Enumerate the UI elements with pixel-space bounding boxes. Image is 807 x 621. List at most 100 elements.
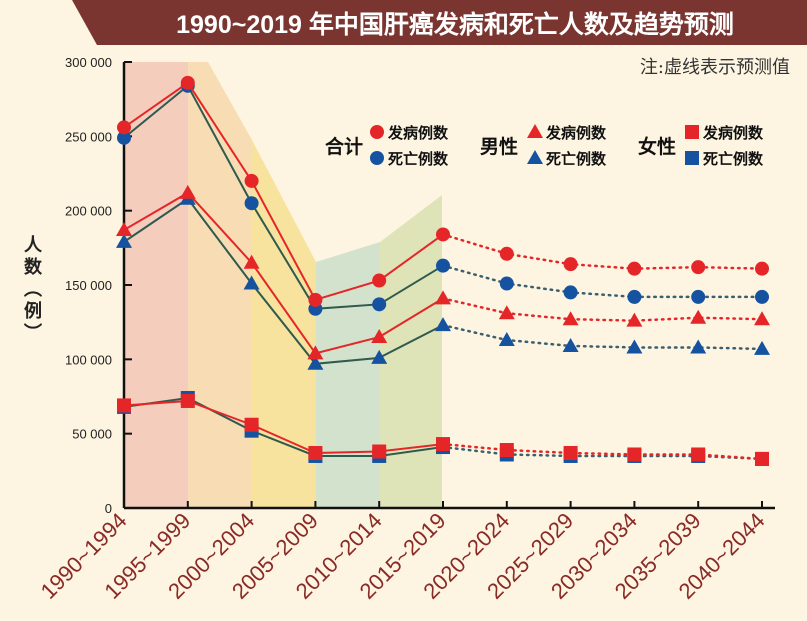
data-point (562, 311, 579, 326)
series-triangle-incidence (116, 184, 770, 360)
data-point (243, 275, 260, 290)
legend-death-label: 死亡例数 (703, 150, 764, 168)
data-point (308, 292, 323, 307)
legend-group-label: 男性 (480, 135, 518, 158)
legend-death-label: 死亡例数 (388, 150, 449, 168)
y-tick-label: 300 000 (65, 55, 112, 70)
data-point (498, 305, 515, 320)
data-point (116, 221, 132, 236)
data-point (371, 349, 388, 364)
data-point (691, 260, 706, 275)
data-point (117, 130, 131, 145)
data-point (307, 345, 324, 360)
data-point (372, 273, 387, 288)
data-point (117, 120, 131, 135)
period-band-3 (316, 242, 380, 508)
chart-title: 1990~2019 年中国肝癌发病和死亡人数及趋势预测 (176, 10, 734, 39)
note-text: 注:虚线表示预测值 (640, 57, 790, 78)
series-square-incidence (117, 393, 769, 466)
data-point (308, 445, 323, 460)
data-point (435, 317, 451, 332)
data-point (562, 337, 579, 352)
data-point (754, 340, 770, 355)
series-line-solid (123, 191, 444, 355)
data-point (244, 173, 259, 188)
data-point (372, 444, 387, 459)
data-point (627, 261, 642, 276)
data-point (436, 258, 450, 273)
y-tick-label: 50 000 (72, 427, 112, 442)
legend-incidence-label: 发病例数 (387, 124, 449, 142)
data-point (690, 339, 707, 354)
series-line-dotted (441, 445, 764, 461)
series-line-dotted (441, 297, 764, 322)
series-line-solid (123, 84, 444, 310)
data-point (690, 309, 707, 324)
legend-incidence-label: 发病例数 (545, 124, 607, 142)
series-circle-death (117, 78, 769, 316)
data-point (691, 447, 706, 462)
series-line-dotted (441, 323, 764, 351)
legend-marker-incidence (527, 124, 543, 138)
legend-incidence-label: 发病例数 (702, 124, 764, 142)
data-point (180, 393, 195, 408)
legend-marker-incidence (685, 125, 699, 139)
data-point (627, 289, 642, 304)
data-point (627, 447, 642, 462)
data-point (243, 254, 260, 269)
period-band-0 (124, 62, 188, 508)
data-point (754, 311, 770, 326)
data-point (435, 290, 451, 305)
series-line-dotted (441, 442, 764, 461)
title-banner (72, 0, 807, 45)
data-point (755, 261, 769, 276)
series-line-solid (123, 81, 444, 302)
data-point (372, 297, 387, 312)
data-point (499, 276, 514, 291)
data-point (626, 312, 643, 327)
y-tick-label: 150 000 (65, 278, 112, 293)
data-point (563, 285, 578, 300)
period-band-4 (380, 195, 442, 508)
legend-group-label: 女性 (638, 135, 676, 158)
y-tick-label: 100 000 (65, 352, 112, 367)
y-tick-label: 0 (105, 501, 112, 516)
data-point (116, 233, 132, 248)
data-point (244, 417, 259, 432)
legend-marker-incidence (370, 125, 384, 139)
series-line-solid (123, 399, 444, 454)
series-circle-incidence (117, 75, 769, 307)
data-point (755, 289, 769, 304)
legend-marker-death (527, 150, 543, 164)
series-line-solid (123, 197, 444, 365)
data-point (179, 184, 196, 199)
data-point (371, 329, 388, 344)
data-point (563, 257, 578, 272)
legend-marker-death (370, 151, 384, 165)
data-point (691, 289, 706, 304)
series-line-dotted (441, 233, 764, 270)
legend-death-label: 死亡例数 (546, 150, 607, 168)
data-point (499, 443, 514, 458)
data-point (755, 451, 769, 466)
y-tick-label: 200 000 (65, 204, 112, 219)
data-point (307, 355, 324, 370)
y-axis-label: 人数（例） (21, 235, 42, 345)
data-point (563, 445, 578, 460)
period-band-1 (188, 62, 252, 508)
data-point (436, 227, 450, 242)
data-point (436, 437, 450, 452)
legend-group-label: 合计 (325, 135, 363, 158)
series-line-solid (123, 396, 444, 457)
y-tick-label: 250 000 (65, 129, 112, 144)
series-line-dotted (441, 264, 764, 299)
legend-marker-death (685, 151, 699, 165)
data-point (498, 332, 515, 347)
data-point (244, 196, 259, 211)
data-point (117, 398, 131, 413)
data-point (180, 75, 195, 90)
data-point (626, 339, 643, 354)
